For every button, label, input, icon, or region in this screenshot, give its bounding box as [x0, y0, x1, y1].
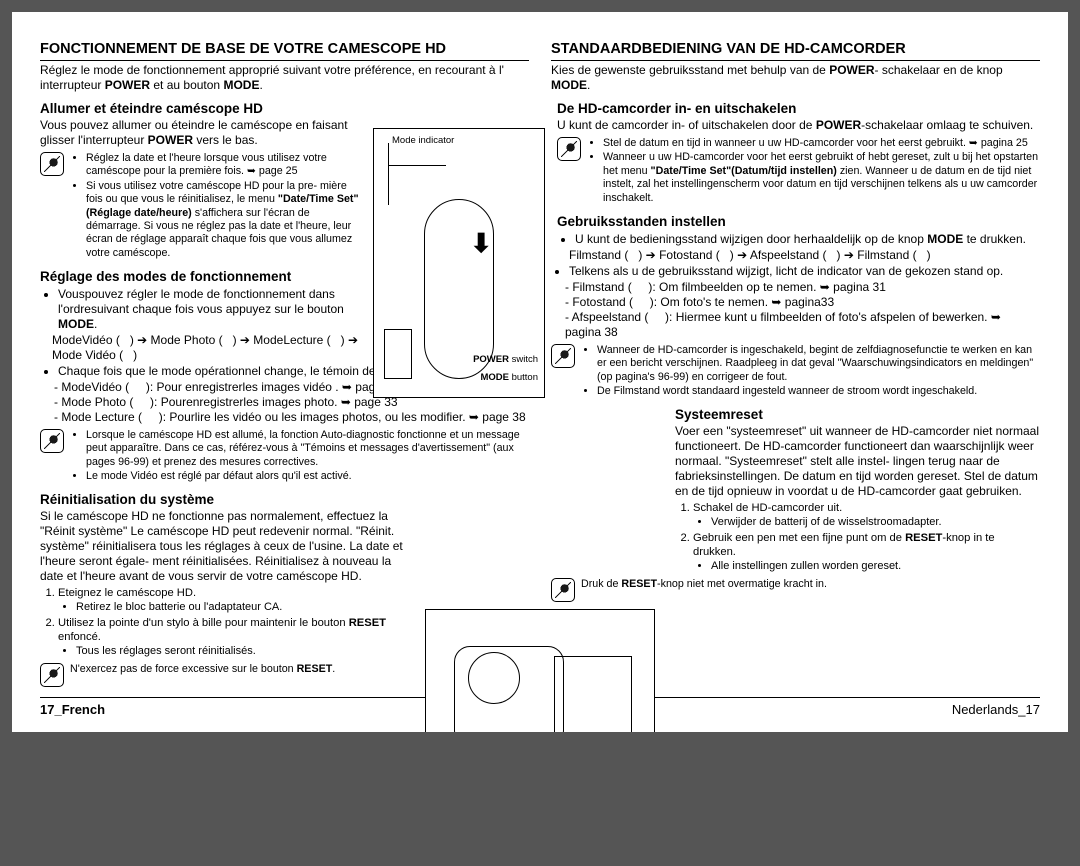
note-icon [40, 663, 64, 687]
figure-camcorder [425, 609, 655, 732]
note2-nl: Wanneer de HD-camcorder is ingeschakeld,… [551, 344, 1040, 400]
fig1-power-label: POWER switch [473, 354, 538, 366]
fig1-mode-btn-label: MODE button [480, 372, 538, 384]
intro-fr: Réglez le mode de fonctionnement appropr… [40, 63, 529, 93]
note-icon [40, 429, 64, 453]
note-icon [551, 344, 575, 368]
title-fr: FONCTIONNEMENT DE BASE DE VOTRE CAMESCOP… [40, 40, 529, 61]
note-icon [40, 152, 64, 176]
h-power-nl: De HD-camcorder in- en uitschakelen [557, 101, 1040, 118]
intro-nl: Kies de gewenste gebruiksstand met behul… [551, 63, 1040, 93]
manual-page: Mode indicator ⬇ POWER switch MODE butto… [12, 12, 1068, 732]
modes-sub-nl: Filmstand ( ): Om filmbeelden op te neme… [551, 280, 1040, 340]
p-power-nl: U kunt de camcorder in- of uitschakelen … [557, 118, 1040, 133]
reset-steps-fr: Eteignez le caméscope HD.Retirez le bloc… [58, 586, 405, 659]
note1-fr: Réglez la date et l'heure lorsque vous u… [40, 152, 361, 261]
note1-nl: Stel de datum en tijd in wanneer u uw HD… [557, 137, 1040, 206]
modes-b1-fr: Vouspouvez régler le mode de fonctionnem… [58, 287, 361, 332]
footer-right: Nederlands_17 [952, 702, 1040, 718]
col-dutch: STANDAARDBEDIENING VAN DE HD-CAMCORDER K… [551, 40, 1040, 687]
modes-line-nl: Filmstand ( ) ➔ Fotostand ( ) ➔ Afspeels… [569, 248, 1040, 263]
h-modes-fr: Réglage des modes de fonctionnement [40, 269, 361, 286]
modes-line-fr: ModeVidéo ( ) ➔ Mode Photo ( ) ➔ ModeLec… [52, 333, 361, 363]
title-nl: STANDAARDBEDIENING VAN DE HD-CAMCORDER [551, 40, 1040, 61]
footer-left: 17_French [40, 702, 105, 718]
p-reset-nl: Voer een "systeemreset" uit wanneer de H… [675, 424, 1040, 499]
note-icon [557, 137, 581, 161]
h-power-fr: Allumer et éteindre caméscope HD [40, 101, 361, 118]
note3-nl: Druk de RESET-knop niet met overmatige k… [551, 578, 1040, 602]
h-modes-nl: Gebruiksstanden instellen [557, 214, 1040, 231]
h-reset-nl: Systeemreset [675, 407, 1040, 424]
modes-b1-nl: U kunt de bedieningsstand wijzigen door … [575, 232, 1040, 247]
p-reset-fr: Si le caméscope HD ne fonctionne pas nor… [40, 509, 405, 584]
p-power-fr: Vous pouvez allumer ou éteindre le camés… [40, 118, 361, 148]
fig1-mode-label: Mode indicator [392, 135, 454, 147]
note-icon [551, 578, 575, 602]
note2-fr: Lorsque le caméscope HD est allumé, la f… [40, 429, 529, 485]
figure-power-mode: Mode indicator ⬇ POWER switch MODE butto… [373, 128, 545, 398]
h-reset-fr: Réinitialisation du système [40, 492, 405, 509]
col-french: Mode indicator ⬇ POWER switch MODE butto… [40, 40, 529, 687]
modes-b2-nl: Telkens als u de gebruiksstand wijzigt, … [569, 264, 1040, 279]
reset-steps-nl: Schakel de HD-camcorder uit.Verwijder de… [693, 501, 1040, 574]
